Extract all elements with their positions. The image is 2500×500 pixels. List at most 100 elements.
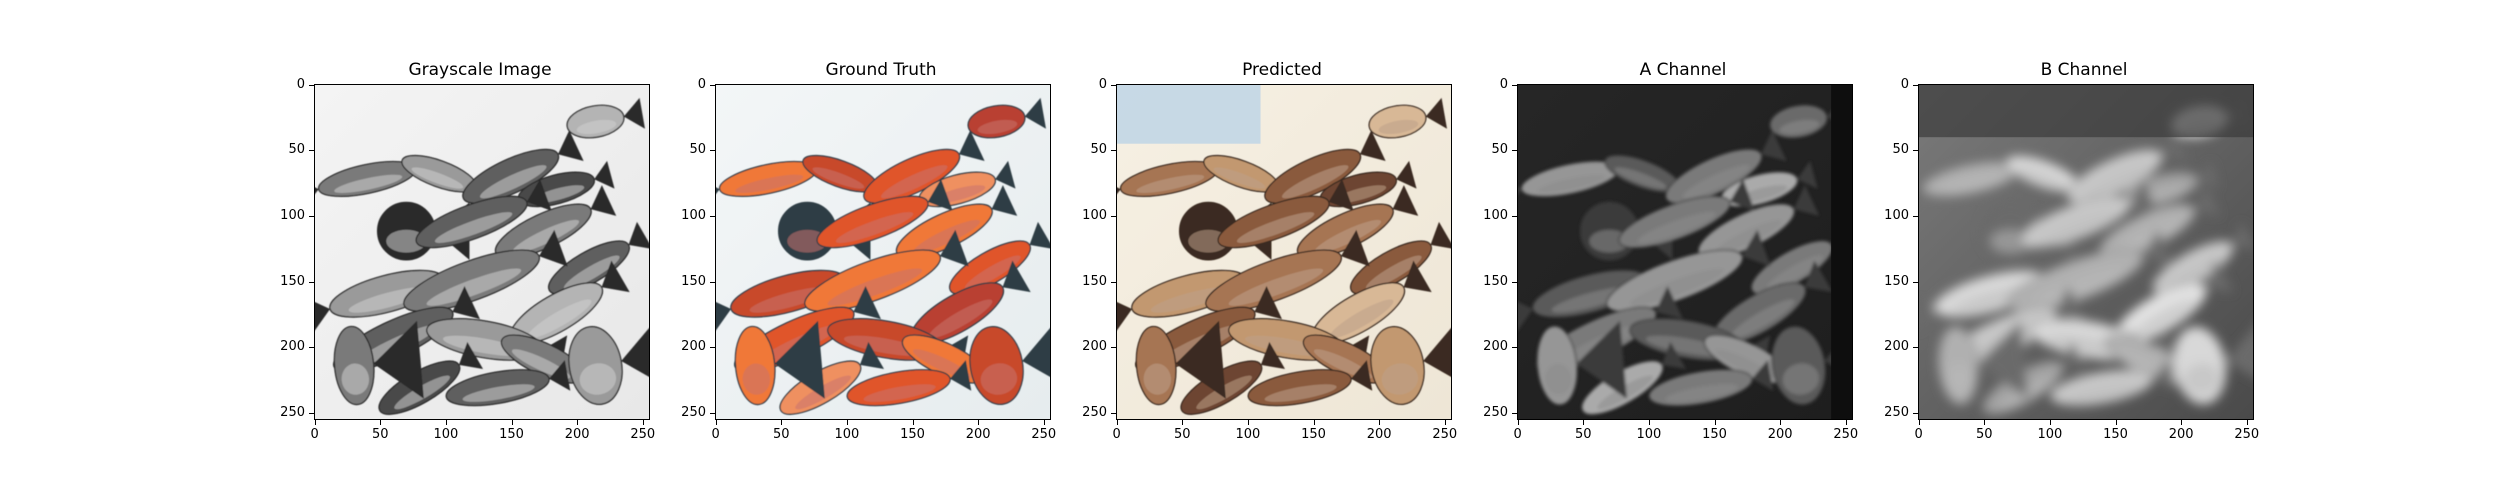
- x-tick-label: 250: [630, 427, 656, 442]
- x-tick-mark: [380, 420, 382, 425]
- fish-shape: [548, 221, 649, 295]
- x-tick-mark: [1379, 420, 1381, 425]
- x-tick-label: 250: [1833, 427, 1859, 442]
- y-tick-label: 150: [1884, 273, 1909, 289]
- fish-shape: [949, 221, 1050, 295]
- fish-image: [1117, 85, 1451, 419]
- x-tick-label: 150: [1702, 427, 1727, 442]
- x-tick-label: 250: [2234, 427, 2260, 442]
- fish-shape: [1311, 260, 1432, 345]
- x-tick-label: 200: [2168, 427, 2194, 442]
- fish-shape: [462, 130, 584, 204]
- fish-shape: [910, 260, 1031, 345]
- y-tick-mark: [710, 347, 715, 349]
- fish-shape: [1135, 320, 1226, 406]
- x-tick-mark: [1043, 420, 1045, 425]
- y-tick-label: 100: [280, 207, 305, 223]
- x-tick-label: 0: [1513, 427, 1522, 442]
- fish-shape: [1217, 179, 1354, 249]
- dark-top-band: [1919, 85, 2253, 138]
- fish-shape: [1350, 221, 1451, 295]
- x-tick-mark: [1517, 420, 1519, 425]
- y-tick-mark: [309, 215, 314, 217]
- x-tick-mark: [1845, 420, 1847, 425]
- x-tick-mark: [511, 420, 513, 425]
- x-tick-label: 100: [2037, 427, 2063, 442]
- fish-shape: [403, 229, 568, 313]
- fish-shape: [568, 314, 649, 405]
- fish-shape: [863, 130, 985, 204]
- y-tick-mark: [1111, 347, 1116, 349]
- fish-shape: [1368, 97, 1447, 139]
- x-tick-label: 0: [1112, 427, 1121, 442]
- image-axes: [1116, 84, 1452, 420]
- fish-shape: [1117, 160, 1219, 207]
- dark-edge: [1831, 85, 1852, 419]
- x-tick-mark: [1984, 420, 1986, 425]
- y-tick-label: 0: [1499, 76, 1508, 92]
- fish-image: [716, 85, 1050, 419]
- y-tick-label: 50: [1491, 142, 1508, 158]
- x-tick-label: 200: [965, 427, 991, 442]
- y-tick-label: 100: [1082, 207, 1107, 223]
- panel-title: B Channel: [2040, 60, 2128, 80]
- x-tick-mark: [1918, 420, 1920, 425]
- fish-shape: [445, 359, 571, 407]
- y-tick-mark: [1111, 215, 1116, 217]
- x-tick-mark: [2246, 420, 2248, 425]
- x-tick-label: 0: [310, 427, 319, 442]
- x-tick-mark: [846, 420, 848, 425]
- x-tick-mark: [715, 420, 717, 425]
- fish-shape: [804, 229, 969, 313]
- fish-shape: [716, 160, 818, 207]
- fish-shape: [333, 320, 424, 406]
- fish-shape: [1937, 320, 2028, 406]
- y-tick-mark: [1913, 215, 1918, 217]
- y-tick-label: 100: [681, 207, 706, 223]
- fish-shape: [734, 320, 825, 406]
- x-tick-label: 50: [1575, 427, 1592, 442]
- fish-shape: [2152, 221, 2253, 295]
- x-tick-label: 150: [900, 427, 925, 442]
- y-tick-label: 250: [681, 404, 706, 420]
- y-tick-mark: [710, 281, 715, 283]
- sky-tint: [1117, 85, 1261, 144]
- y-tick-mark: [1913, 412, 1918, 414]
- y-tick-mark: [710, 215, 715, 217]
- x-tick-mark: [1313, 420, 1315, 425]
- panel-title: Ground Truth: [825, 60, 937, 80]
- image-panel-2: Ground Truth 0 50 100 150 200 250 0 50 100 150 200 2…: [681, 60, 1081, 480]
- image-panel-4: A Channel 0 50 100 150 200 250 0 50 100 150 200 250: [1483, 60, 1883, 480]
- x-tick-label: 100: [1235, 427, 1261, 442]
- x-tick-label: 50: [372, 427, 389, 442]
- y-tick-mark: [1913, 84, 1918, 86]
- fish-shape: [315, 160, 417, 207]
- x-tick-mark: [2049, 420, 2051, 425]
- x-tick-label: 250: [1432, 427, 1458, 442]
- x-tick-mark: [1583, 420, 1585, 425]
- panel-title: Predicted: [1242, 60, 1322, 80]
- x-tick-mark: [577, 420, 579, 425]
- x-tick-mark: [1444, 420, 1446, 425]
- x-tick-label: 150: [2103, 427, 2128, 442]
- x-tick-label: 0: [711, 427, 720, 442]
- y-tick-mark: [1913, 150, 1918, 152]
- x-tick-mark: [445, 420, 447, 425]
- y-tick-mark: [309, 281, 314, 283]
- y-tick-label: 0: [697, 76, 706, 92]
- y-tick-mark: [710, 412, 715, 414]
- fish-shape: [1648, 359, 1774, 407]
- fish-shape: [1665, 130, 1787, 204]
- fish-shape: [509, 260, 630, 345]
- fish-group: [315, 97, 649, 415]
- x-tick-label: 50: [773, 427, 790, 442]
- y-tick-label: 250: [1082, 404, 1107, 420]
- y-tick-mark: [1512, 84, 1517, 86]
- image-panel-1: Grayscale Image 0 50 100 150 200 250 0 50 100 150 2…: [280, 60, 680, 480]
- y-tick-mark: [1512, 281, 1517, 283]
- x-tick-label: 100: [433, 427, 459, 442]
- y-tick-label: 0: [1098, 76, 1107, 92]
- x-tick-mark: [314, 420, 316, 425]
- panel-title: A Channel: [1639, 60, 1727, 80]
- image-axes: [314, 84, 650, 420]
